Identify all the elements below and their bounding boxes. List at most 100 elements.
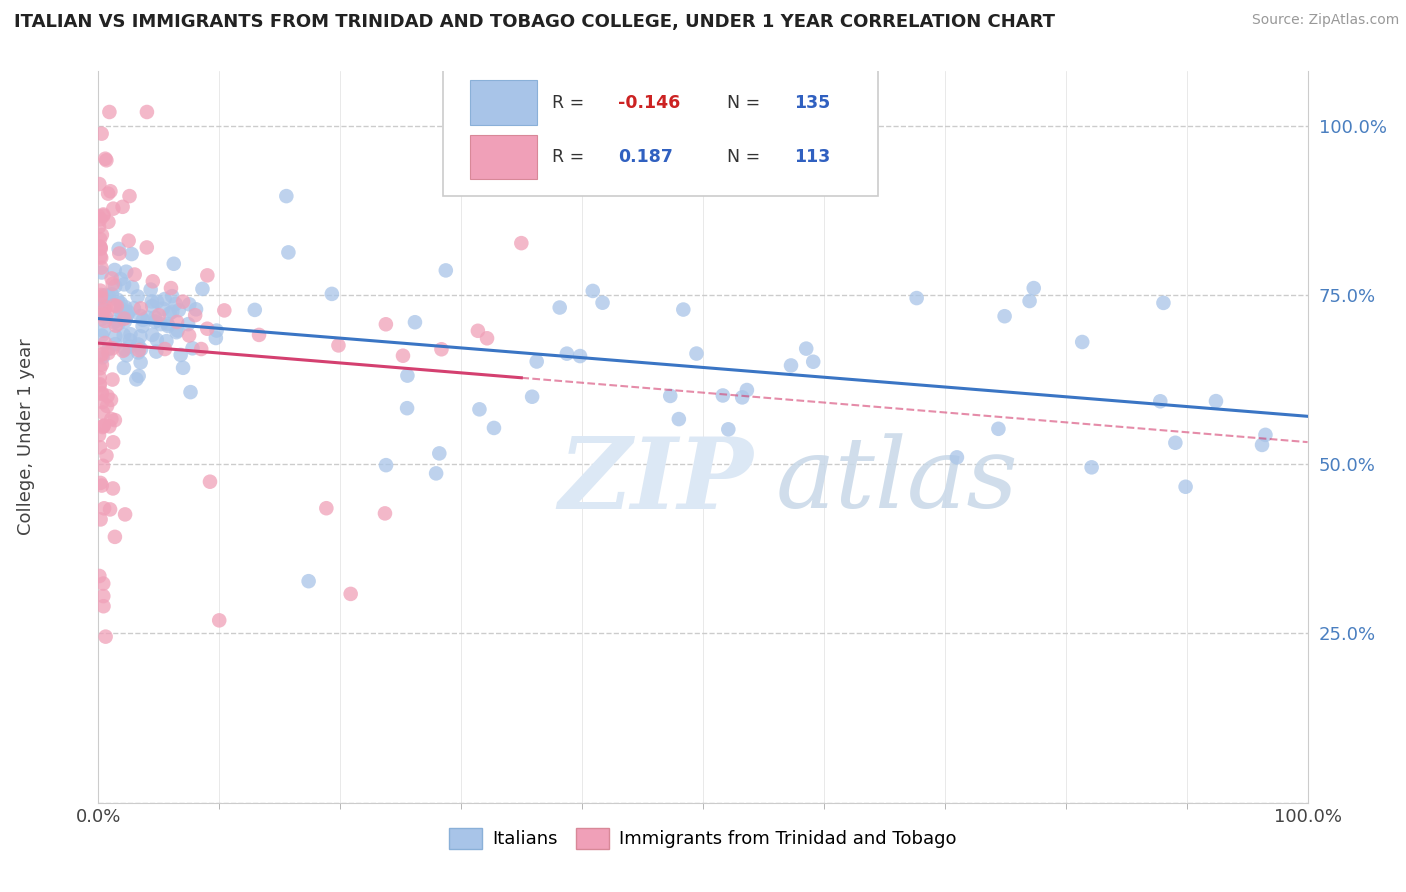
Point	[89, 475, 111, 490]
Point	[1164, 435, 1187, 450]
Point	[91, 406, 114, 420]
Point	[90, 328, 112, 343]
Point	[374, 318, 396, 332]
Text: ITALIAN VS IMMIGRANTS FROM TRINIDAD AND TOBAGO COLLEGE, UNDER 1 YEAR CORRELATION: ITALIAN VS IMMIGRANTS FROM TRINIDAD AND …	[14, 13, 1054, 31]
Point	[122, 301, 145, 316]
Point	[468, 402, 491, 417]
Point	[190, 342, 212, 356]
Point	[94, 314, 117, 328]
Point	[129, 355, 152, 369]
Point	[1205, 394, 1227, 409]
Point	[425, 467, 447, 481]
Point	[162, 304, 184, 318]
Text: -0.146: -0.146	[619, 94, 681, 112]
Text: atlas: atlas	[776, 434, 1018, 529]
Point	[374, 507, 396, 521]
Point	[127, 337, 149, 351]
Point	[404, 315, 426, 329]
Point	[90, 265, 112, 279]
Point	[117, 308, 139, 322]
Point	[247, 327, 270, 342]
Point	[1071, 334, 1094, 349]
Point	[90, 260, 112, 275]
Point	[172, 294, 194, 309]
Text: Source: ZipAtlas.com: Source: ZipAtlas.com	[1251, 13, 1399, 28]
Point	[89, 377, 111, 392]
Point	[107, 293, 129, 307]
Point	[87, 210, 110, 224]
Point	[104, 530, 127, 544]
Point	[114, 508, 136, 522]
Text: R =: R =	[551, 148, 589, 166]
Point	[143, 314, 166, 328]
Text: College, Under 1 year: College, Under 1 year	[17, 339, 35, 535]
Point	[396, 401, 419, 416]
Point	[97, 215, 120, 229]
Point	[717, 422, 740, 436]
Point	[1149, 394, 1171, 409]
Point	[139, 283, 162, 297]
Point	[111, 200, 134, 214]
Point	[375, 458, 398, 472]
Point	[434, 263, 457, 277]
Point	[179, 385, 201, 400]
Point	[191, 282, 214, 296]
Point	[184, 302, 207, 317]
Point	[276, 189, 298, 203]
Point	[115, 309, 138, 323]
Point	[110, 296, 132, 310]
Point	[169, 348, 191, 362]
Point	[153, 292, 176, 306]
Point	[118, 189, 141, 203]
Point	[101, 373, 124, 387]
Point	[142, 274, 165, 288]
Point	[110, 301, 132, 316]
Point	[112, 277, 135, 292]
Point	[100, 412, 122, 426]
Point	[592, 295, 614, 310]
Point	[90, 512, 112, 526]
Text: 113: 113	[793, 148, 830, 166]
Point	[91, 576, 114, 591]
Point	[93, 418, 115, 433]
Point	[103, 202, 125, 216]
Point	[208, 613, 231, 627]
Point	[177, 317, 200, 331]
Point	[467, 324, 489, 338]
Point	[475, 331, 498, 345]
Point	[160, 289, 183, 303]
Point	[91, 395, 114, 409]
Point	[127, 345, 149, 359]
Point	[117, 305, 139, 319]
Point	[108, 246, 131, 260]
Point	[548, 301, 571, 315]
Point	[946, 450, 969, 465]
Point	[90, 241, 112, 255]
Point	[89, 569, 111, 583]
Point	[148, 308, 170, 322]
Point	[153, 342, 176, 356]
Point	[94, 630, 117, 644]
Point	[90, 358, 112, 372]
Point	[214, 303, 236, 318]
Point	[101, 287, 124, 301]
Point	[427, 446, 450, 460]
Point	[205, 331, 228, 345]
Point	[1251, 438, 1274, 452]
Point	[98, 105, 121, 120]
Point	[396, 368, 419, 383]
Point	[93, 501, 115, 516]
Point	[103, 315, 125, 329]
Point	[89, 212, 111, 227]
Point	[91, 386, 114, 401]
Point	[104, 329, 127, 343]
Point	[112, 360, 135, 375]
Point	[129, 329, 152, 343]
Point	[179, 328, 201, 343]
Text: N =: N =	[727, 148, 766, 166]
Point	[167, 303, 190, 318]
Text: R =: R =	[551, 94, 589, 112]
Point	[107, 317, 129, 331]
Point	[98, 419, 121, 434]
Point	[104, 318, 127, 333]
